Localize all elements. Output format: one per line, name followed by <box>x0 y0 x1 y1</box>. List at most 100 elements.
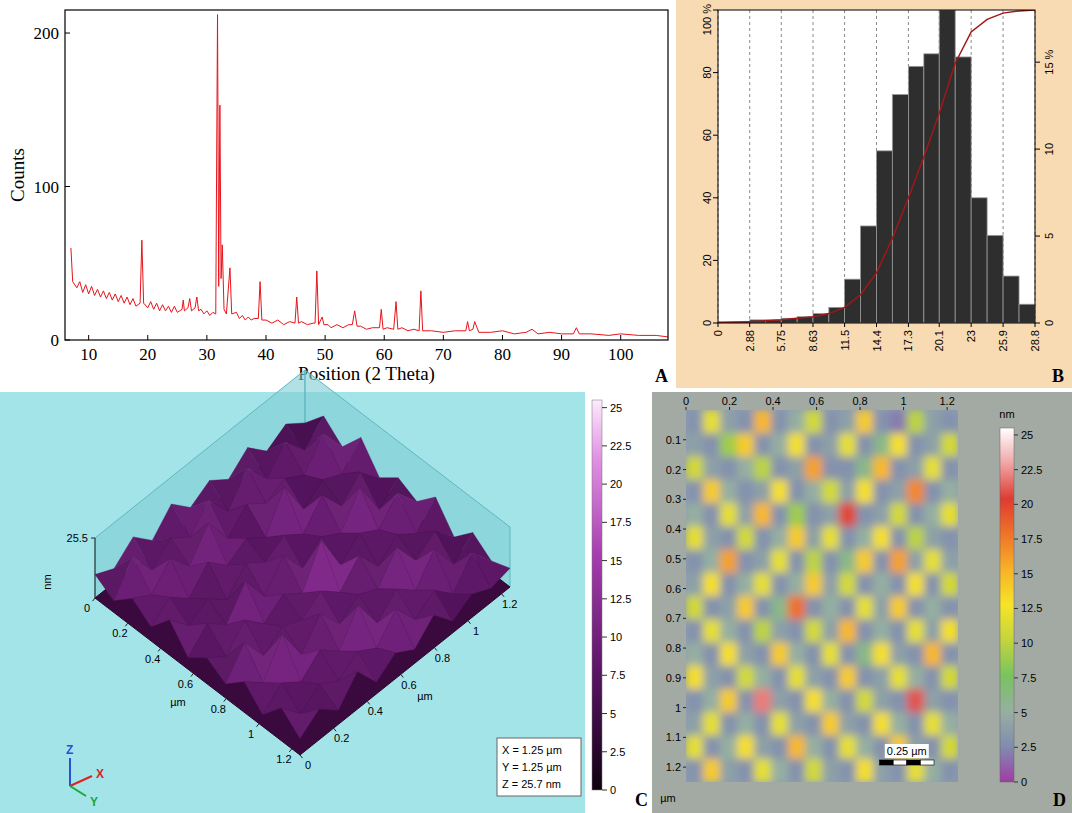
map-cell <box>703 736 721 760</box>
y2-tick <box>1035 236 1040 237</box>
map-cell <box>703 550 721 574</box>
map-cell <box>771 410 789 434</box>
map-cell <box>686 643 704 667</box>
panel-letter: A <box>655 366 668 386</box>
map-cell <box>771 643 789 667</box>
x-tick <box>384 335 385 340</box>
y-tick <box>65 33 70 34</box>
y-tick <box>683 439 686 440</box>
map-cell <box>822 596 840 620</box>
colorbar-label: 20 <box>610 478 622 490</box>
map-cell <box>924 596 942 620</box>
plot-frame <box>65 10 668 340</box>
triad-axis <box>69 758 71 786</box>
map-cell <box>839 689 857 713</box>
map-cells <box>686 410 958 782</box>
map-cell <box>907 526 925 550</box>
map-cell <box>822 689 840 713</box>
map-cell <box>737 759 755 782</box>
colorbar-label: 10 <box>610 631 622 643</box>
surface-facet <box>266 487 304 538</box>
colorbar-label: 17.5 <box>1021 533 1042 545</box>
map-cell <box>856 410 874 434</box>
colorbar-tick <box>1014 434 1018 435</box>
scalebar <box>880 760 934 765</box>
map-cell <box>890 596 908 620</box>
map-cell <box>771 573 789 597</box>
map-cell <box>822 573 840 597</box>
map-cell <box>941 550 958 574</box>
map-cell <box>686 619 704 643</box>
map-cell <box>822 712 840 736</box>
map-cell <box>941 619 958 643</box>
histogram-bar <box>987 235 1003 323</box>
surface-facet <box>341 487 379 533</box>
map-cell <box>686 736 704 760</box>
colorbar-label: 17.5 <box>610 516 631 528</box>
x-tick <box>224 698 226 701</box>
colorbar-label: 5 <box>1021 707 1027 719</box>
map-cell <box>754 712 772 736</box>
y-tick <box>713 10 718 11</box>
y-tick-label: 0.6 <box>401 679 416 691</box>
colorbar-tick <box>602 637 607 638</box>
x-tick <box>939 323 940 327</box>
surface-facet <box>281 708 319 739</box>
map-cell <box>890 480 908 504</box>
map-cell <box>822 433 840 457</box>
map-cell <box>856 712 874 736</box>
panel-letter: D <box>1053 790 1066 810</box>
y-tick-label: 0 <box>51 331 60 350</box>
map-cell <box>839 596 857 620</box>
map-cell <box>924 689 942 713</box>
triad-letter: Z <box>66 743 73 757</box>
x-tick-label: 0.8 <box>211 703 226 715</box>
x-tick-label: 50 <box>317 345 334 364</box>
map-cell <box>686 573 704 597</box>
y-tick-label: 1.2 <box>666 761 681 773</box>
histogram-bar <box>1003 276 1019 323</box>
map-cell <box>839 619 857 643</box>
surface-facet <box>189 599 227 626</box>
map-cell <box>805 712 823 736</box>
map-cell <box>873 433 891 457</box>
y-tick <box>502 594 504 597</box>
z-axis <box>95 538 96 598</box>
map-cell <box>686 503 704 527</box>
x-tick-label: 80 <box>494 345 511 364</box>
x-tick-label: 1.2 <box>939 395 954 407</box>
map-cell <box>754 643 772 667</box>
map-cell <box>822 643 840 667</box>
map-cell <box>737 736 755 760</box>
x-tick <box>816 407 817 410</box>
colorbar-tick <box>602 407 607 408</box>
x-tick <box>325 335 326 340</box>
y-tick-label: 100 % <box>701 4 713 35</box>
map-cell <box>737 643 755 667</box>
map-cell <box>839 736 857 760</box>
y-tick <box>65 340 70 341</box>
map-cell <box>805 619 823 643</box>
map-cell <box>771 759 789 782</box>
map-cell <box>907 712 925 736</box>
panel-a: 1020304050607080901000100200Position (2 … <box>7 10 668 386</box>
map-cell <box>686 526 704 550</box>
y2-tick <box>1035 62 1040 63</box>
surface-facet <box>228 504 266 538</box>
map-cell <box>856 596 874 620</box>
y-tick-label: 0 <box>1043 320 1055 326</box>
map-cell <box>771 596 789 620</box>
x-axis-title: µm <box>170 696 186 708</box>
y-tick-label: 0.2 <box>666 464 681 476</box>
colorbar-label: 12.5 <box>1021 602 1042 614</box>
y-tick <box>713 260 718 261</box>
map-cell <box>805 689 823 713</box>
map-cell <box>856 503 874 527</box>
y-tick <box>683 707 686 708</box>
map-cell <box>771 689 789 713</box>
surface-facet <box>227 539 265 566</box>
map-cell <box>924 410 942 434</box>
map-cell <box>754 759 772 782</box>
colorbar-tick <box>602 790 607 791</box>
back-wall <box>305 370 510 587</box>
